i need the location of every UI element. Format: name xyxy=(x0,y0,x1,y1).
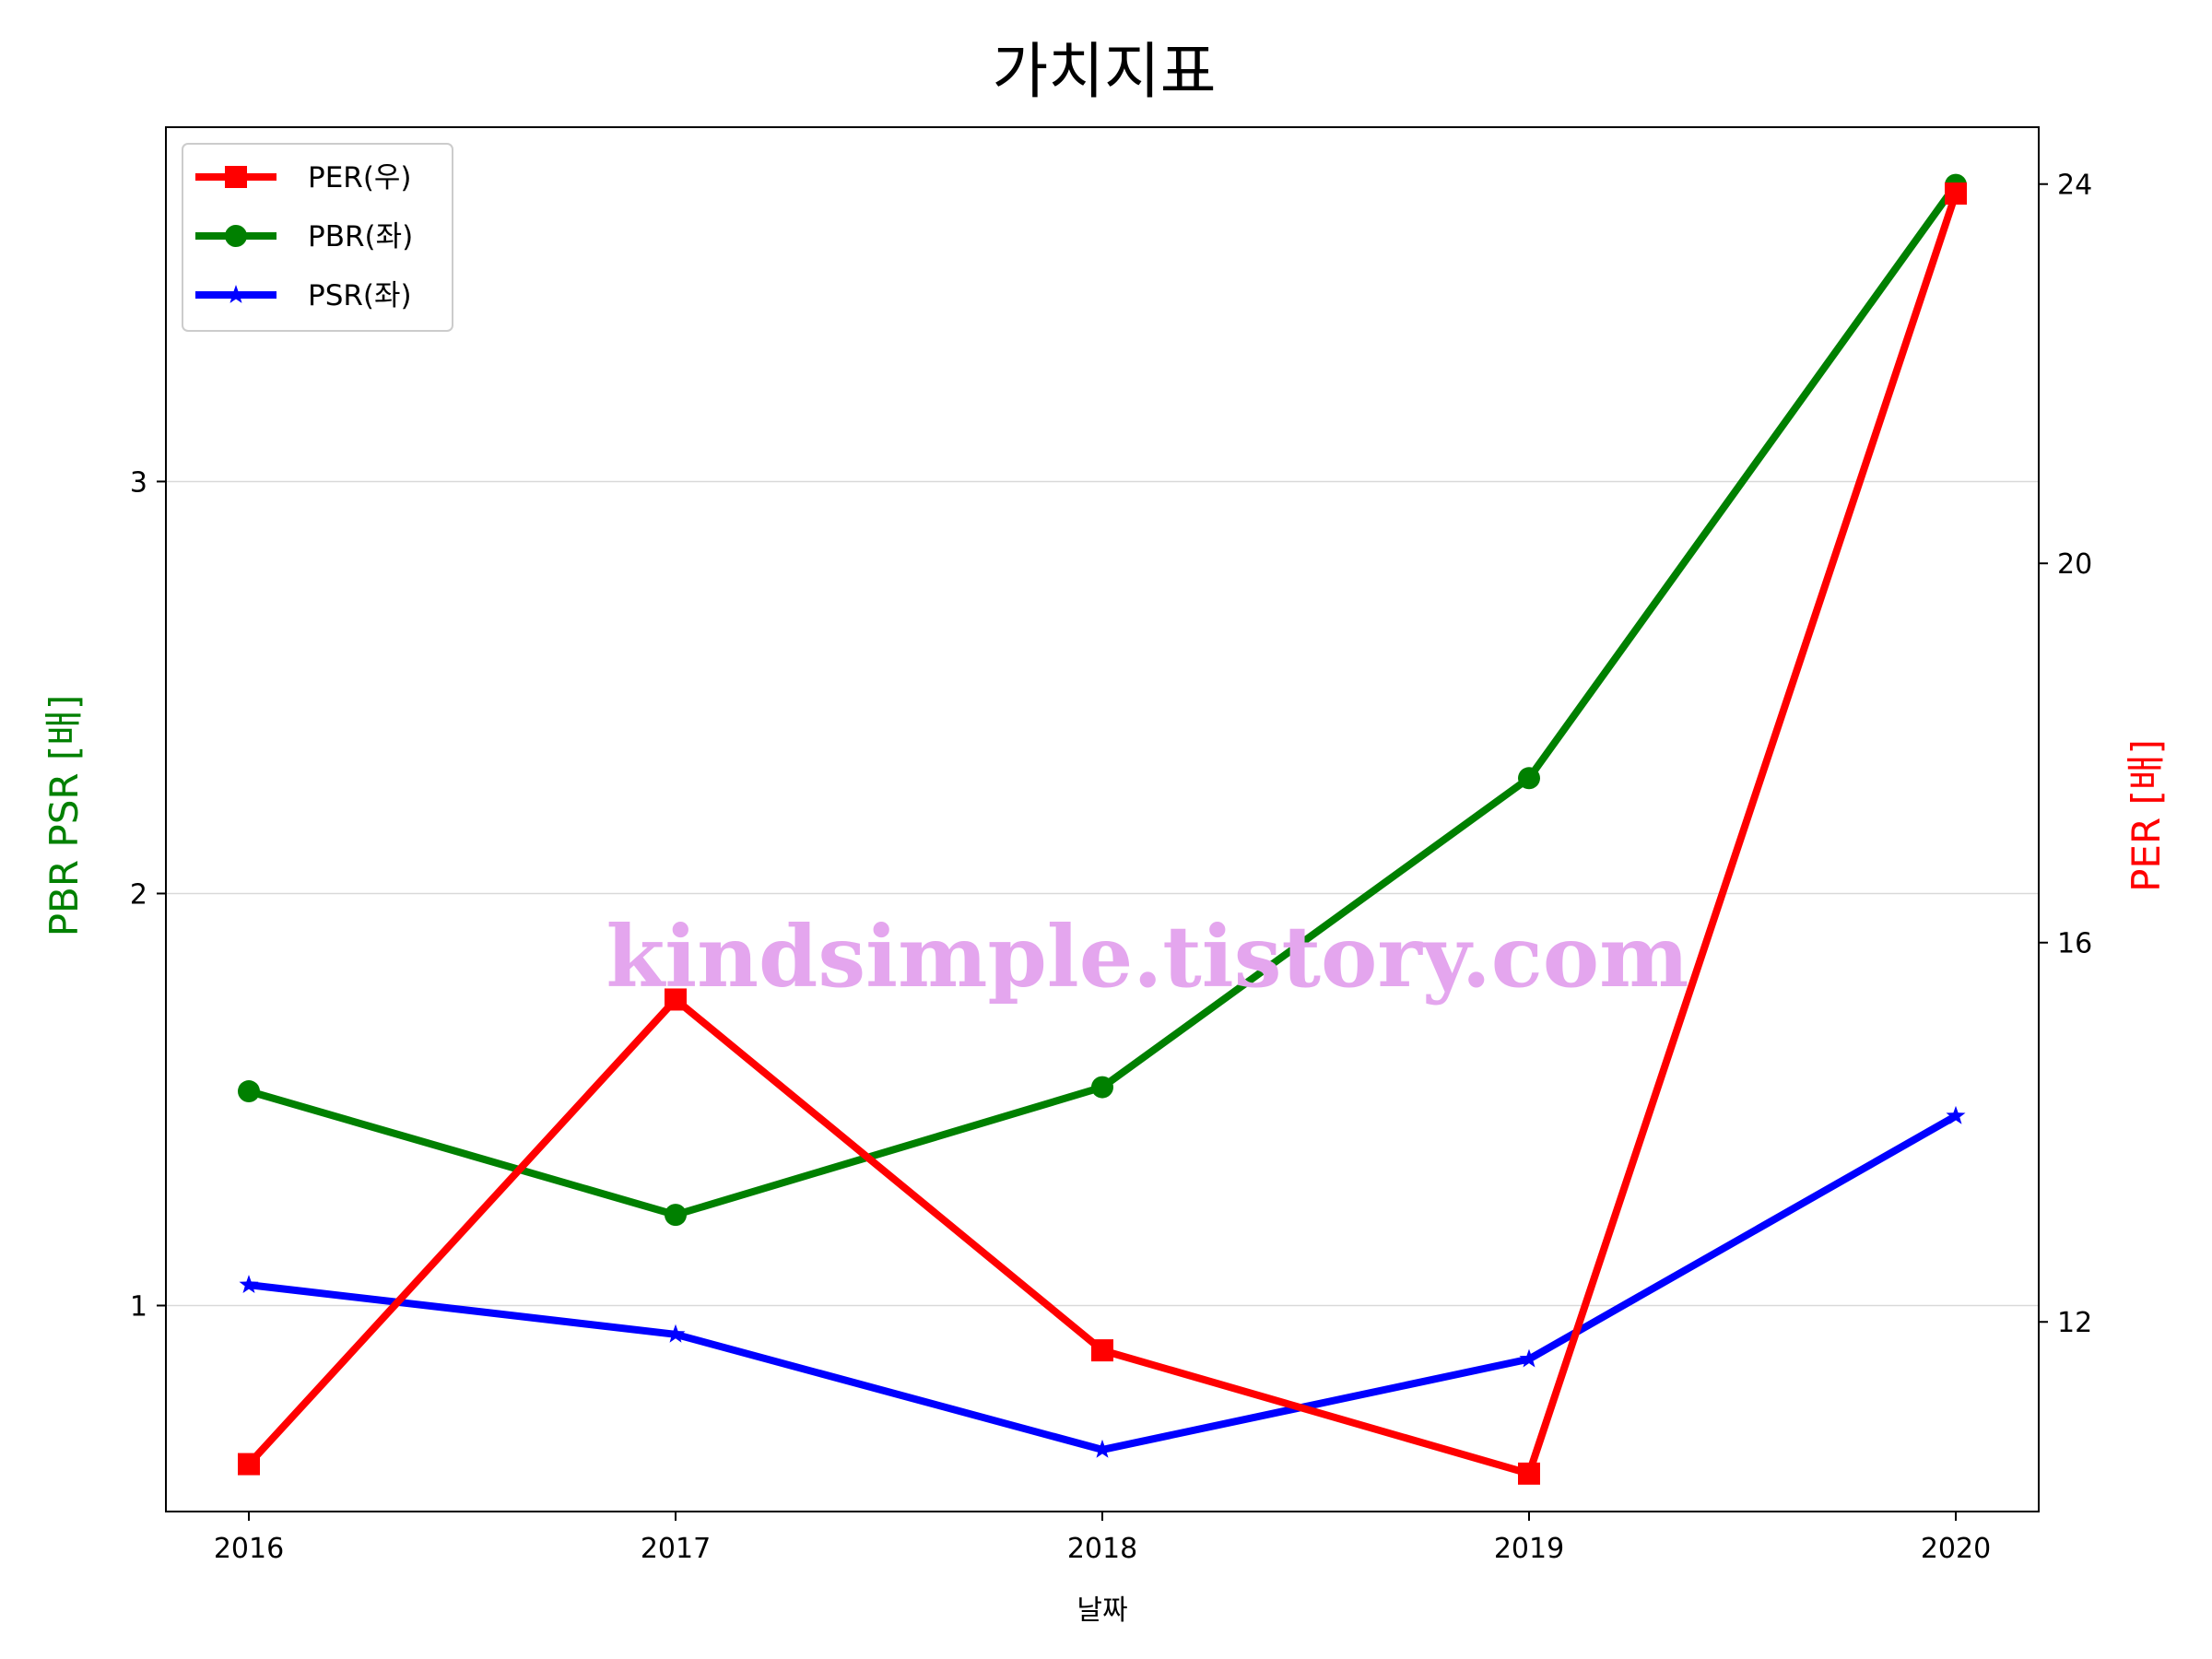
pbr-point-2018 xyxy=(1091,1076,1113,1099)
right-y-tick-label-16: 16 xyxy=(2057,928,2092,960)
legend-marker-per xyxy=(225,166,247,188)
left-y-axis-label: PBR PSR [배] xyxy=(41,695,87,937)
psr-point-2016 xyxy=(239,1275,259,1293)
watermark-text: kindsimple.tistory.com xyxy=(606,907,1688,1006)
per-point-2016 xyxy=(238,1453,260,1476)
psr-point-2020 xyxy=(1946,1105,1966,1124)
left-y-tick-label-1: 1 xyxy=(130,1290,147,1323)
left-y-tick-label-2: 2 xyxy=(130,878,147,911)
x-axis-label: 날짜 xyxy=(1077,1594,1127,1627)
right-y-tick-label-12: 12 xyxy=(2057,1307,2092,1339)
legend-label-per: PER(우) xyxy=(308,161,412,194)
legend-box xyxy=(182,143,453,332)
legend: PER(우) PBR(좌) PSR(좌) xyxy=(182,143,453,332)
per-point-2020 xyxy=(1945,182,1967,206)
psr-point-2018 xyxy=(1092,1439,1112,1458)
right-y-tick-label-24: 24 xyxy=(2057,170,2092,202)
legend-label-psr: PSR(좌) xyxy=(308,279,412,312)
pbr-point-2017 xyxy=(665,1204,687,1227)
right-y-axis-label: PER [배] xyxy=(2124,739,2169,892)
legend-marker-pbr xyxy=(225,225,247,247)
pbr-point-2019 xyxy=(1518,767,1540,790)
per-point-2019 xyxy=(1518,1462,1540,1485)
gridlines xyxy=(166,480,2039,1307)
psr-point-2017 xyxy=(665,1324,686,1343)
psr-point-2019 xyxy=(1519,1348,1539,1368)
per-point-2018 xyxy=(1091,1339,1113,1362)
x-tick-label-2017: 2017 xyxy=(641,1533,711,1565)
x-tick-label-2020: 2020 xyxy=(1921,1533,1991,1565)
pbr-point-2016 xyxy=(238,1080,260,1103)
x-tick-label-2018: 2018 xyxy=(1067,1533,1137,1565)
per-point-2017 xyxy=(665,988,687,1011)
right-y-tick-label-20: 20 xyxy=(2057,548,2092,581)
x-tick-label-2016: 2016 xyxy=(214,1533,284,1565)
chart-title: 가치지표 xyxy=(993,36,1217,107)
legend-marker-psr xyxy=(226,285,246,303)
left-y-tick-label-3: 3 xyxy=(130,466,147,499)
series-layer xyxy=(238,173,1967,1485)
x-tick-label-2019: 2019 xyxy=(1494,1533,1564,1565)
legend-label-pbr: PBR(좌) xyxy=(308,220,413,253)
